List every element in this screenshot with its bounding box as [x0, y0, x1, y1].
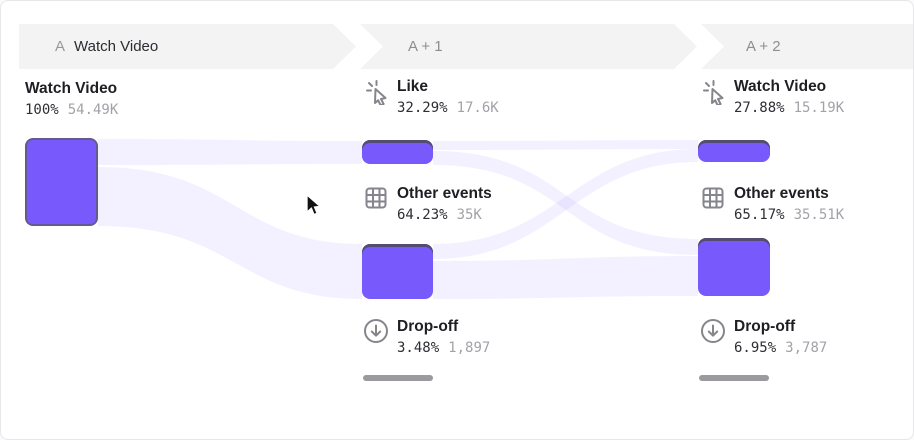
node-watch-video-step-a[interactable]	[25, 138, 98, 226]
flow-watchvideo-to-like[interactable]	[98, 139, 362, 165]
node-label-group[interactable]: Other events 65.17% 35.51K	[699, 184, 844, 226]
step-header-label: A + 2	[746, 38, 781, 55]
cursor-click-icon	[703, 80, 724, 105]
node-title: Drop-off	[397, 318, 459, 335]
grid-icon	[365, 187, 387, 209]
node-count: 3,787	[785, 340, 828, 356]
node-title: Like	[397, 78, 429, 95]
node-other-events-step-1[interactable]	[362, 244, 433, 299]
step-header-label: Watch Video	[74, 38, 159, 55]
flow-otherevents1-to-watchvideo2[interactable]	[433, 149, 698, 259]
mouse-cursor	[306, 194, 322, 216]
flow-like-to-watchvideo2[interactable]	[433, 140, 698, 150]
flow-watchvideo-to-otherevents[interactable]	[98, 167, 362, 299]
node-label-group[interactable]: Drop-off 3.48% 1,897	[362, 317, 490, 359]
flow-like-to-otherevents2[interactable]	[433, 151, 698, 255]
node-percent: 32.29%	[397, 100, 448, 116]
node-drop-off-step-1[interactable]	[363, 375, 433, 381]
node-title: Other events	[734, 185, 829, 202]
node-title: Watch Video	[734, 78, 827, 95]
node-stats: 32.29% 17.6K	[397, 97, 499, 119]
step-header-a-plus-2[interactable]: A + 2	[701, 24, 913, 69]
node-drop-off-step-2[interactable]	[699, 375, 769, 381]
node-stats: 64.23% 35K	[397, 204, 492, 226]
node-count: 17.6K	[456, 100, 499, 116]
node-title: Drop-off	[734, 318, 796, 335]
node-count: 15.19K	[793, 100, 845, 116]
node-stats: 3.48% 1,897	[397, 337, 490, 359]
node-count: 54.49K	[67, 102, 119, 118]
node-percent: 6.95%	[734, 340, 777, 356]
node-title: Other events	[397, 185, 492, 202]
node-percent: 65.17%	[734, 207, 785, 223]
node-label-group[interactable]: Drop-off 6.95% 3,787	[699, 317, 827, 359]
node-stats: 6.95% 3,787	[734, 337, 827, 359]
flow-otherevents1-to-otherevents2[interactable]	[433, 256, 698, 299]
node-label-group[interactable]: Watch Video 27.88% 15.19K	[699, 77, 844, 119]
node-label-group[interactable]: Like 32.29% 17.6K	[362, 77, 499, 119]
step-header-label: A + 1	[408, 38, 443, 55]
node-percent: 3.48%	[397, 340, 440, 356]
node-stats: 100% 54.49K	[25, 99, 118, 121]
node-count: 35.51K	[793, 207, 845, 223]
step-header-a[interactable]: A Watch Video	[19, 24, 356, 69]
node-stats: 27.88% 15.19K	[734, 97, 844, 119]
node-other-events-step-2[interactable]	[698, 238, 770, 296]
node-percent: 27.88%	[734, 100, 785, 116]
step-badge: A	[55, 38, 66, 55]
grid-icon	[702, 187, 724, 209]
node-label-group[interactable]: Other events 64.23% 35K	[362, 184, 492, 226]
drop-off-icon	[364, 319, 388, 343]
node-count: 1,897	[448, 340, 491, 356]
node-label-group[interactable]: Watch Video 100% 54.49K	[25, 79, 118, 121]
drop-off-icon	[701, 319, 725, 343]
node-percent: 100%	[25, 102, 59, 118]
node-watch-video-step-2[interactable]	[698, 140, 770, 162]
node-stats: 65.17% 35.51K	[734, 204, 844, 226]
step-header-a-plus-1[interactable]: A + 1	[360, 24, 697, 69]
node-title: Watch Video	[25, 80, 118, 97]
node-like-step-1[interactable]	[362, 140, 433, 164]
node-count: 35K	[456, 207, 482, 223]
node-percent: 64.23%	[397, 207, 448, 223]
cursor-click-icon	[366, 80, 387, 105]
